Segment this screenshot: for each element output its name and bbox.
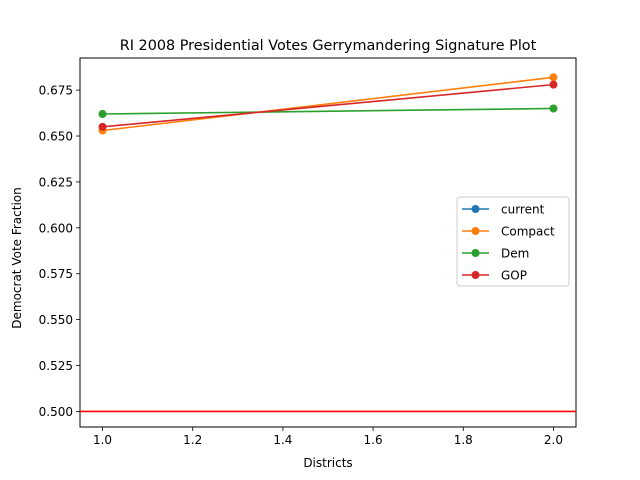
legend-label-compact: Compact [501, 225, 555, 239]
x-tick-label: 1.2 [183, 433, 202, 447]
y-tick-label: 0.550 [39, 313, 73, 327]
legend-marker-gop [471, 271, 480, 279]
axes-frame [79, 57, 577, 428]
data-point-gop [549, 80, 558, 89]
legend-label-dem: Dem [501, 247, 529, 261]
data-point-gop [98, 122, 107, 131]
y-tick-label: 0.625 [39, 175, 73, 189]
y-tick-label: 0.500 [39, 405, 73, 419]
series-line-compact [102, 76, 554, 132]
legend-marker-compact [471, 227, 480, 235]
x-axis-label: Districts [303, 456, 352, 470]
data-point-dem [549, 104, 558, 113]
series-line-gop [102, 83, 554, 128]
y-tick-label: 0.525 [39, 359, 73, 373]
plot-area: 1.0 1.2 1.4 1.6 1.8 2.0 0.500 0.525 0.550 0.575 0.… [39, 57, 577, 447]
y-tick-label: 0.650 [39, 130, 73, 144]
legend-label-gop: GOP [501, 269, 527, 283]
series-line-dem [102, 107, 554, 115]
y-axis-label: Democrat Vote Fraction [10, 187, 24, 328]
y-tick-label: 0.575 [39, 267, 73, 281]
x-tick-label: 1.0 [93, 433, 112, 447]
chart-title: RI 2008 Presidential Votes Gerrymanderin… [120, 38, 537, 54]
legend-label-current: current [501, 203, 545, 217]
x-tick-label: 2.0 [544, 433, 563, 447]
x-tick-label: 1.4 [273, 433, 292, 447]
x-tick-label: 1.6 [364, 433, 383, 447]
y-tick-label: 0.600 [39, 221, 73, 235]
legend-box [456, 196, 570, 287]
x-tick-label: 1.8 [454, 433, 473, 447]
data-point-dem [98, 109, 107, 118]
y-tick-label: 0.675 [39, 84, 73, 98]
legend: current Compact Dem GOP [456, 196, 570, 287]
legend-marker-dem [471, 249, 480, 257]
legend-marker-current [471, 205, 480, 213]
data-point-compact [549, 73, 558, 82]
